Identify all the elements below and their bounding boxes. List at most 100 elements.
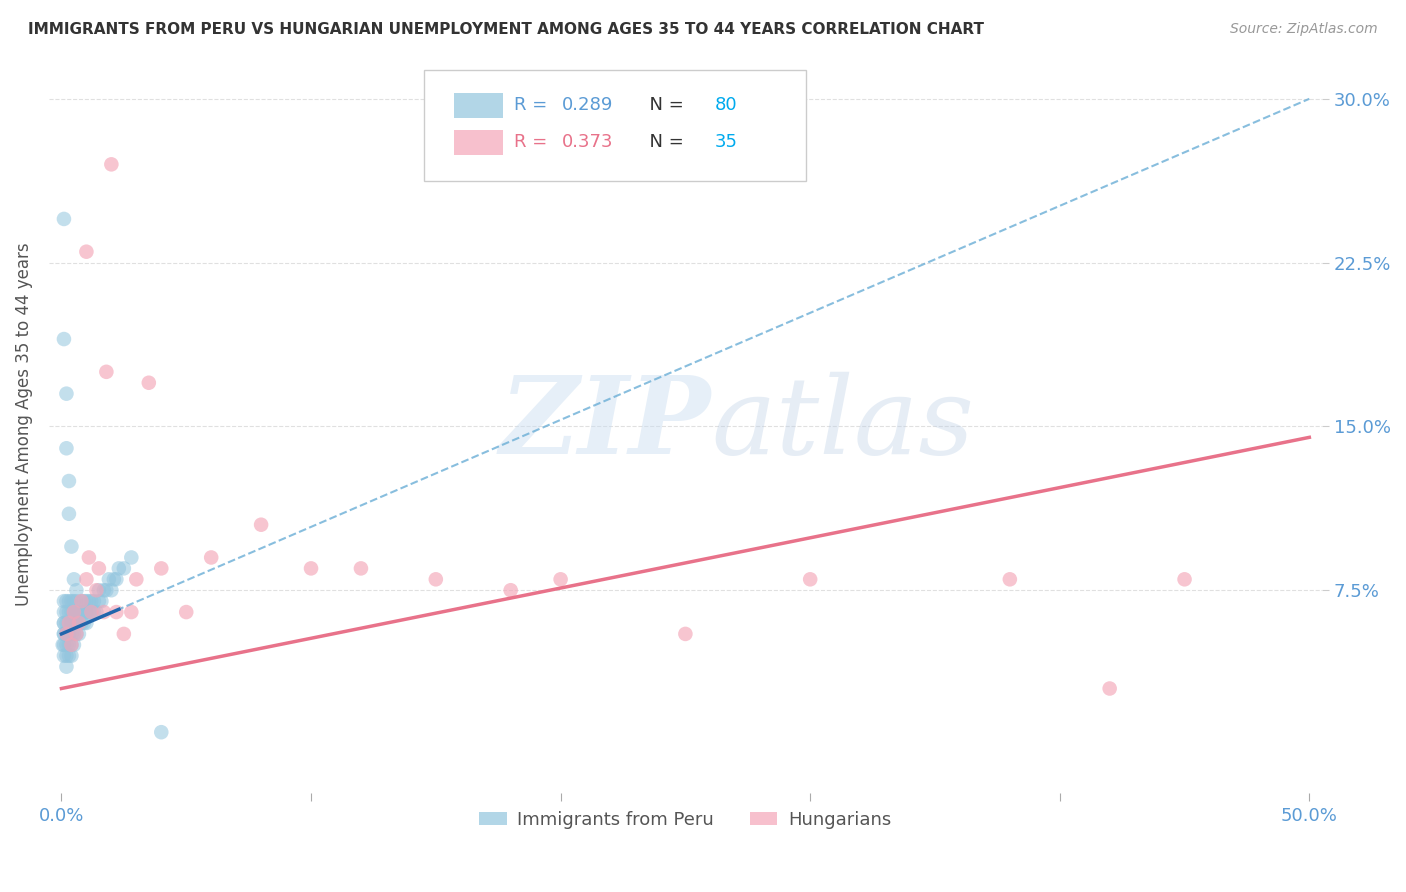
Point	[73, 605, 96, 619]
Point	[60, 638, 83, 652]
Point	[87, 583, 110, 598]
Point	[55, 594, 77, 608]
Point	[125, 572, 148, 586]
Point	[52, 332, 75, 346]
Point	[58, 638, 80, 652]
Point	[96, 583, 118, 598]
Text: N =: N =	[638, 133, 690, 152]
Point	[93, 583, 115, 598]
Point	[80, 605, 103, 619]
Point	[52, 615, 75, 630]
Point	[499, 583, 522, 598]
Point	[73, 594, 96, 608]
Point	[65, 605, 87, 619]
Point	[55, 615, 77, 630]
Point	[63, 572, 86, 586]
Point	[52, 638, 75, 652]
Text: Source: ZipAtlas.com: Source: ZipAtlas.com	[1230, 22, 1378, 37]
Text: 0.289: 0.289	[562, 96, 613, 114]
Point	[86, 583, 108, 598]
Point	[67, 615, 90, 630]
Point	[75, 615, 97, 630]
Point	[63, 627, 86, 641]
Point	[100, 583, 122, 598]
Point	[60, 594, 83, 608]
Point	[138, 376, 160, 390]
Point	[58, 627, 80, 641]
Point	[60, 648, 83, 663]
Point	[70, 615, 93, 630]
Point	[250, 517, 273, 532]
Point	[55, 638, 77, 652]
Point	[673, 627, 696, 641]
Point	[52, 605, 75, 619]
Point	[97, 572, 120, 586]
Y-axis label: Unemployment Among Ages 35 to 44 years: Unemployment Among Ages 35 to 44 years	[15, 243, 32, 606]
Point	[150, 725, 173, 739]
FancyBboxPatch shape	[425, 70, 806, 181]
Point	[67, 615, 90, 630]
Point	[55, 386, 77, 401]
Point	[80, 605, 103, 619]
Point	[70, 605, 93, 619]
Point	[93, 605, 115, 619]
Point	[299, 561, 322, 575]
Point	[799, 572, 821, 586]
Point	[77, 550, 100, 565]
Point	[77, 594, 100, 608]
Point	[77, 605, 100, 619]
Point	[60, 605, 83, 619]
Point	[1173, 572, 1195, 586]
Point	[58, 627, 80, 641]
Point	[55, 627, 77, 641]
Point	[83, 605, 105, 619]
Point	[112, 627, 135, 641]
Legend: Immigrants from Peru, Hungarians: Immigrants from Peru, Hungarians	[472, 804, 898, 836]
Point	[120, 605, 142, 619]
Point	[60, 540, 83, 554]
Point	[52, 594, 75, 608]
Point	[75, 244, 97, 259]
Point	[52, 648, 75, 663]
Point	[65, 627, 87, 641]
Point	[75, 572, 97, 586]
Point	[425, 572, 447, 586]
Point	[52, 627, 75, 641]
Point	[67, 627, 90, 641]
Text: N =: N =	[638, 96, 690, 114]
Point	[60, 615, 83, 630]
Point	[112, 561, 135, 575]
Text: 0.373: 0.373	[562, 133, 613, 152]
Point	[83, 594, 105, 608]
Point	[58, 507, 80, 521]
Point	[60, 638, 83, 652]
Point	[998, 572, 1021, 586]
Point	[58, 605, 80, 619]
Point	[58, 474, 80, 488]
Point	[65, 594, 87, 608]
Point	[60, 627, 83, 641]
Point	[150, 561, 173, 575]
Point	[65, 627, 87, 641]
Point	[63, 615, 86, 630]
Point	[75, 594, 97, 608]
Point	[100, 157, 122, 171]
Text: R =: R =	[513, 133, 553, 152]
Point	[55, 605, 77, 619]
Point	[63, 638, 86, 652]
Text: IMMIGRANTS FROM PERU VS HUNGARIAN UNEMPLOYMENT AMONG AGES 35 TO 44 YEARS CORRELA: IMMIGRANTS FROM PERU VS HUNGARIAN UNEMPL…	[28, 22, 984, 37]
Point	[55, 648, 77, 663]
Point	[65, 583, 87, 598]
Point	[63, 605, 86, 619]
Point	[55, 627, 77, 641]
Text: atlas: atlas	[711, 372, 974, 477]
Point	[70, 594, 93, 608]
Point	[52, 211, 75, 226]
Point	[70, 594, 93, 608]
Point	[75, 605, 97, 619]
Point	[80, 594, 103, 608]
Point	[174, 605, 197, 619]
Point	[52, 638, 75, 652]
Point	[108, 561, 131, 575]
Point	[86, 605, 108, 619]
